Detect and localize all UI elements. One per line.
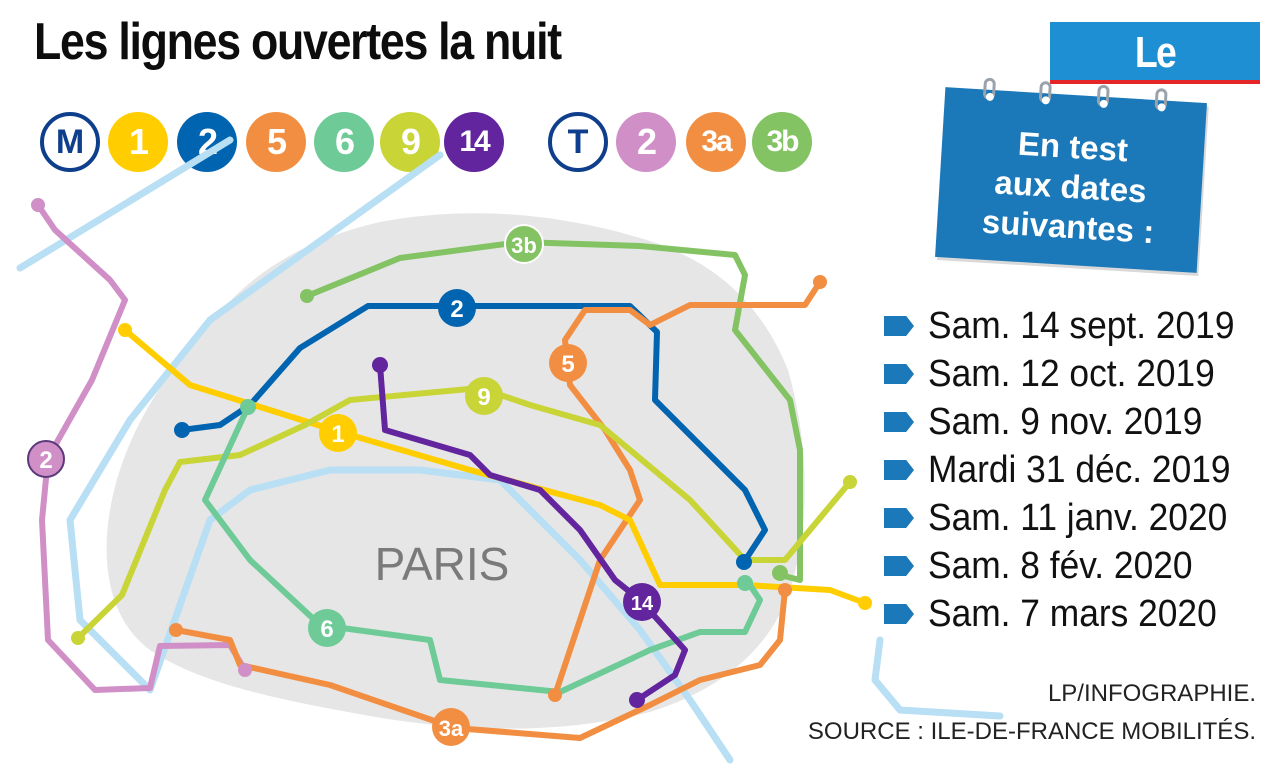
tram-2-line — [35, 202, 248, 693]
station-dot — [174, 422, 190, 438]
svg-text:1: 1 — [331, 421, 344, 448]
metro-line-14-badge: 14 — [444, 112, 504, 172]
tram-line-3b-badge: 3b — [752, 112, 812, 172]
map-marker-metro-6: 6 — [308, 609, 346, 647]
page-title: Les lignes ouvertes la nuit — [34, 13, 562, 71]
station-dot — [169, 623, 183, 637]
binder-ring — [1154, 88, 1168, 111]
station-dot — [778, 583, 792, 597]
station-dot — [71, 631, 85, 645]
arrow-icon — [884, 412, 914, 432]
metro-5-line — [552, 279, 823, 698]
metro-6-line — [202, 404, 763, 695]
metro-line-1-badge: 1 — [108, 112, 168, 172]
map-marker-metro-9: 9 — [465, 377, 503, 415]
svg-text:5: 5 — [561, 351, 574, 378]
station-dot — [736, 554, 752, 570]
binder-ring — [982, 77, 997, 101]
map-marker-3b: 3b — [504, 224, 544, 264]
station-dot — [772, 565, 788, 581]
arrow-icon — [884, 460, 914, 480]
station-dots — [31, 198, 872, 708]
map-marker-metro-5: 5 — [549, 344, 587, 382]
station-dot — [300, 289, 314, 303]
station-dot — [240, 399, 256, 415]
binder-ring — [1038, 80, 1052, 104]
station-dot — [813, 275, 827, 289]
credit-infographic: LP/INFOGRAPHIE. — [1047, 680, 1256, 707]
metro-9-line — [75, 385, 853, 641]
arrow-icon — [884, 508, 914, 528]
metro-line-5-badge: 5 — [246, 112, 306, 172]
svg-text:2: 2 — [450, 296, 463, 323]
svg-text:14: 14 — [631, 593, 654, 615]
tram-line-3a-badge: 3a — [686, 112, 746, 172]
arrow-icon — [884, 556, 914, 576]
arrow-icon — [884, 604, 914, 624]
svg-text:6: 6 — [320, 616, 333, 643]
arrow-icon — [884, 316, 914, 336]
svg-text:9: 9 — [477, 384, 490, 411]
station-dot — [372, 357, 388, 373]
test-dates-note: En test aux dates suivantes : — [935, 77, 1207, 273]
binder-ring — [1096, 84, 1110, 108]
map-marker-metro-14: 14 — [623, 583, 661, 621]
station-dot — [737, 575, 753, 591]
station-dot — [858, 596, 872, 610]
metro-icon: M — [40, 112, 100, 172]
seine-river — [16, 136, 1004, 764]
arrow-icon — [884, 364, 914, 384]
city-label: PARIS — [375, 538, 510, 590]
map-marker-tram-2: 2 — [27, 440, 65, 478]
credit-source: SOURCE : ILE-DE-FRANCE MOBILITÉS. — [807, 718, 1256, 745]
map-marker-tram-3a: 3a — [432, 708, 470, 746]
metro-line-6-badge: 6 — [314, 112, 374, 172]
svg-text:3b: 3b — [511, 233, 537, 258]
station-dot — [31, 198, 45, 212]
svg-text:2: 2 — [39, 447, 52, 474]
station-dot — [118, 323, 132, 337]
metro-14-line — [377, 362, 688, 703]
map-marker-metro-2: 2 — [438, 289, 476, 327]
station-dot — [238, 663, 252, 677]
station-dot — [843, 475, 857, 489]
tram-line-2-badge: 2 — [616, 112, 676, 172]
station-dot — [548, 688, 562, 702]
svg-text:3a: 3a — [439, 716, 464, 741]
metro-2-line — [179, 303, 768, 565]
tram-icon: T — [548, 112, 608, 172]
note-text: En test aux dates suivantes : — [980, 124, 1156, 251]
station-dot — [629, 692, 645, 708]
tram-3a-line — [173, 587, 788, 741]
map-marker-metro-1: 1 — [319, 414, 357, 452]
